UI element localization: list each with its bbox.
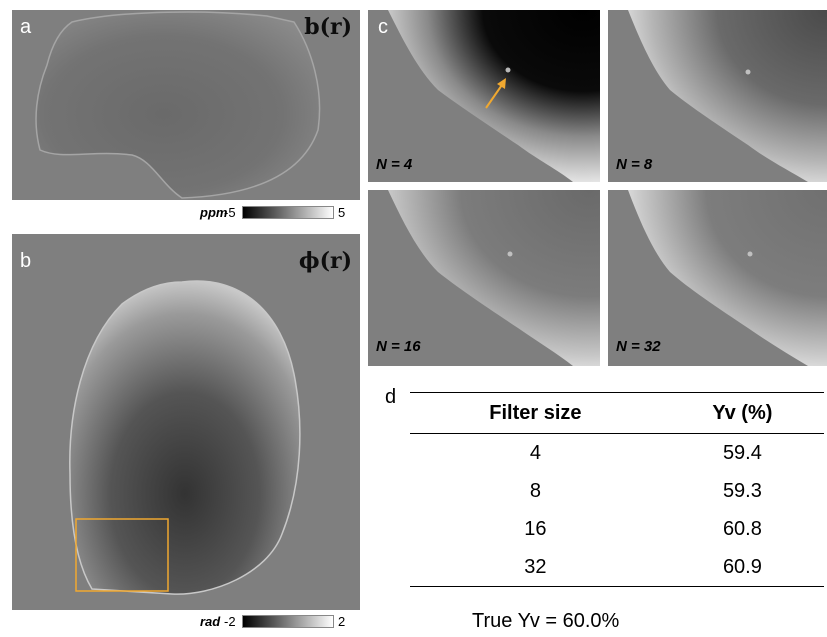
cell-filter-size: 32: [410, 548, 661, 587]
zoom-image-n16: [388, 190, 600, 366]
colorbar-b-max: 2: [338, 614, 346, 629]
panel-c-subpanel-n16: N = 16: [368, 190, 600, 366]
colorbar-b-unit: rad: [200, 614, 221, 629]
zoom-image-n4: [388, 10, 600, 182]
table-row: 32 60.9: [410, 548, 824, 587]
field-map-image: [35, 11, 321, 199]
cell-filter-size: 4: [529, 441, 541, 464]
table-row: 4 59.4: [410, 434, 824, 473]
colorbar-b-min: -2: [224, 614, 236, 629]
panel-b-image: b ϕ(r): [12, 234, 360, 610]
panel-c-label: c: [378, 16, 388, 38]
cell-filter-size: 16: [524, 517, 547, 540]
panel-a-title: b(r): [304, 14, 352, 40]
true-yv-caption: True Yv = 60.0%: [472, 610, 620, 632]
colorbar-b: rad -2 2: [200, 614, 360, 630]
phase-map-image: [69, 280, 301, 595]
header-filter-size: Filter size: [410, 392, 661, 434]
panel-b-title: ϕ(r): [298, 248, 352, 274]
colorbar-a-unit: ppm: [200, 205, 228, 220]
colorbar-a-min: -5: [224, 205, 236, 220]
cell-yv: 60.8: [722, 517, 762, 540]
cell-yv: 59.3: [722, 479, 762, 502]
cell-yv: 60.9: [660, 548, 824, 587]
subpanel-label-n32: N = 32: [616, 338, 661, 355]
filter-size-table: Filter size Yv (%) 4 59.4 8 59.3 16 60.8…: [410, 392, 824, 587]
table-row: 16 60.8: [410, 510, 824, 548]
region-highlight-box: [75, 518, 169, 592]
cell-yv: 59.4: [722, 441, 762, 464]
panel-d-label: d: [385, 386, 397, 408]
colorbar-a-gradient: [242, 206, 334, 219]
subpanel-label-n16: N = 16: [376, 338, 421, 355]
table-header-row: Filter size Yv (%): [410, 392, 824, 434]
cell-filter-size: 8: [529, 479, 541, 502]
panel-c-subpanel-n4: N = 4 c: [368, 10, 600, 182]
panel-b-label: b: [20, 250, 32, 272]
zoom-image-n32: [628, 190, 827, 366]
subpanel-label-n4: N = 4: [376, 156, 413, 173]
header-yv: Yv (%): [660, 392, 824, 434]
panel-c-subpanel-n32: N = 32: [608, 190, 827, 366]
zoom-image-n8: [628, 10, 827, 182]
panel-a-image: a b(r): [12, 10, 360, 200]
subpanel-label-n8: N = 8: [616, 156, 653, 173]
colorbar-b-gradient: [242, 615, 334, 628]
panel-c-subpanel-n8: N = 8: [608, 10, 827, 182]
panel-a-label: a: [20, 16, 32, 38]
colorbar-a: ppm -5 5: [200, 205, 360, 221]
colorbar-a-max: 5: [338, 205, 346, 220]
table-row: 8 59.3: [410, 472, 824, 510]
